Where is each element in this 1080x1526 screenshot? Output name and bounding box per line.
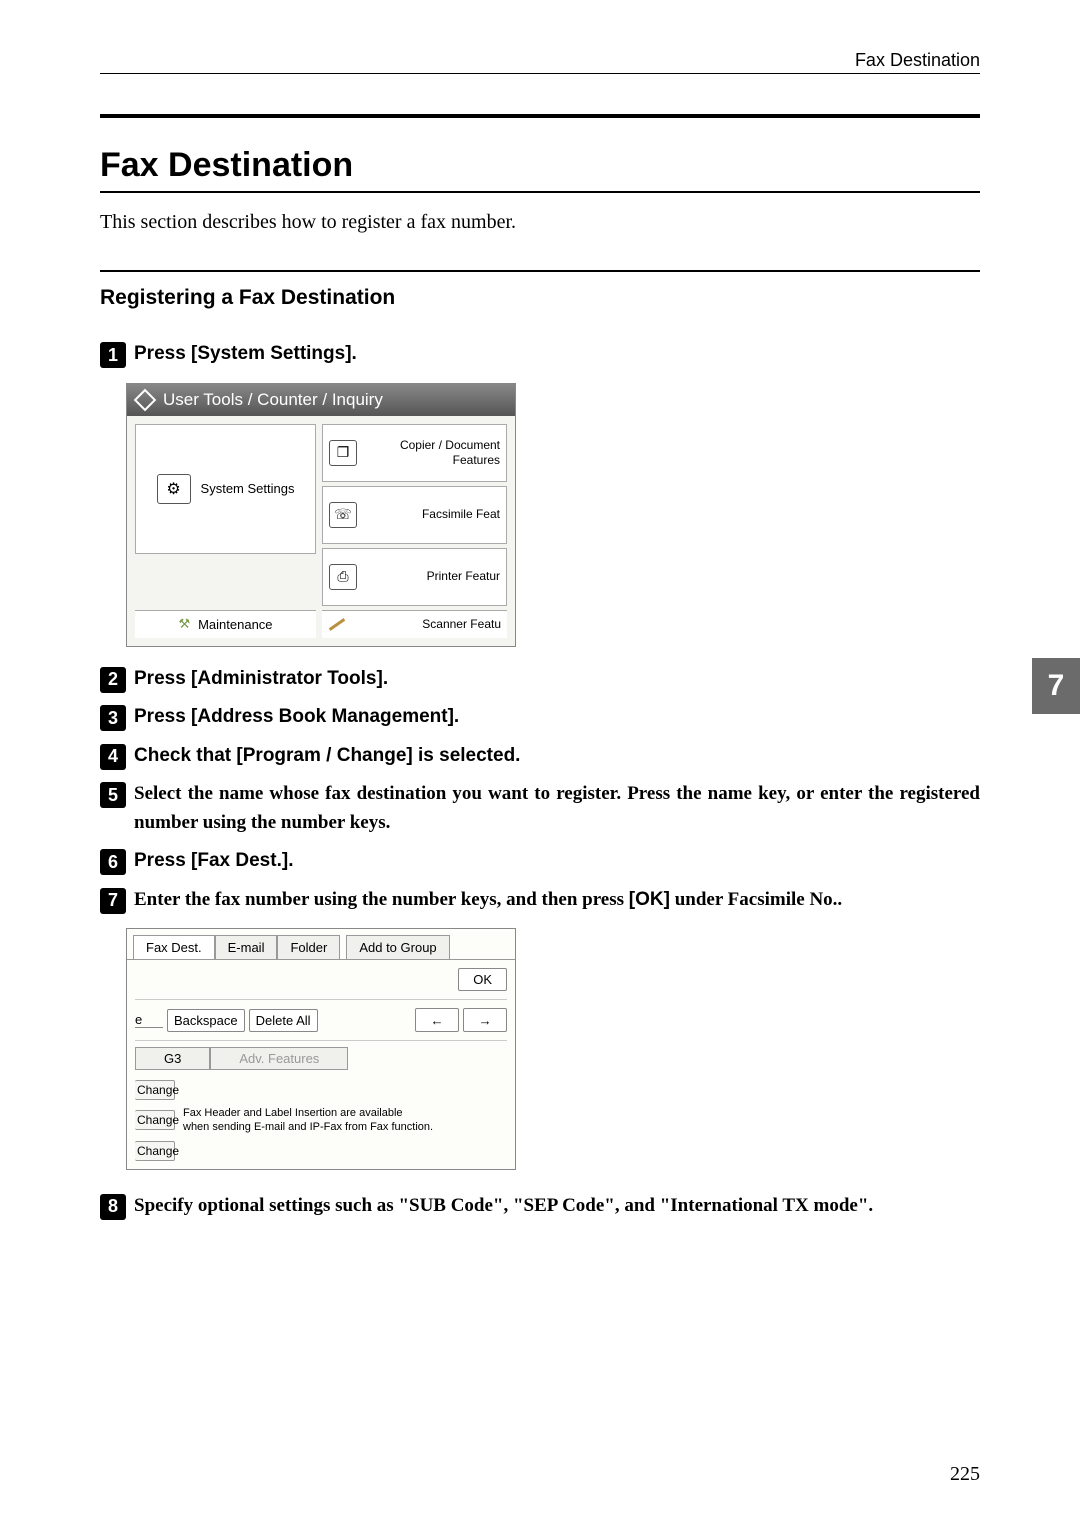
delete-all-button[interactable]: Delete All [249, 1009, 318, 1032]
step-5: 5 Select the name whose fax destination … [100, 780, 980, 837]
step-number-icon: 6 [100, 849, 126, 875]
copier-label: Copier / Document Features [357, 438, 500, 467]
screenshot-titlebar: User Tools / Counter / Inquiry [127, 384, 515, 416]
screenshot-user-tools: User Tools / Counter / Inquiry ⚙ System … [126, 383, 516, 647]
main-title: Fax Destination [100, 146, 980, 185]
title-underline [100, 191, 980, 193]
chapter-tab: 7 [1032, 658, 1080, 714]
step-bracket: [Administrator Tools] [191, 668, 383, 689]
scanner-label: Scanner Featu [346, 617, 501, 631]
step-suffix: . [352, 343, 357, 364]
step-text: Specify optional settings such as "SUB C… [134, 1192, 873, 1221]
header-right-text: Fax Destination [100, 50, 980, 71]
fax-icon: ☏ [329, 502, 357, 528]
step-prefix: Check that [134, 745, 236, 766]
facsimile-label: Facsimile Feat [357, 507, 500, 521]
gear-icon: ⚙ [157, 474, 191, 504]
ok-button[interactable]: OK [458, 968, 507, 991]
copier-icon: ❐ [329, 440, 357, 466]
maintenance-button[interactable]: ⚒ Maintenance [135, 610, 316, 638]
step-2: 2 Press [Administrator Tools]. [100, 665, 980, 694]
step-number-icon: 5 [100, 782, 126, 808]
section-rule [100, 270, 980, 272]
titlebar-text: User Tools / Counter / Inquiry [163, 390, 383, 410]
step-number-icon: 2 [100, 667, 126, 693]
tab-email[interactable]: E-mail [215, 935, 278, 959]
step-text: Press [Address Book Management]. [134, 703, 459, 732]
step-bracket: [Fax Dest.] [191, 850, 288, 871]
intro-text: This section describes how to register a… [100, 211, 980, 234]
fax-number-field[interactable]: e [135, 1012, 163, 1028]
step-text: Press [System Settings]. [134, 340, 357, 369]
step-text: Select the name whose fax destination yo… [134, 780, 980, 837]
tabs-row: Fax Dest. E-mail Folder Add to Group [127, 929, 515, 959]
step-text: Enter the fax number using the number ke… [134, 886, 842, 915]
step-bracket: [OK] [629, 889, 670, 910]
copier-features-button[interactable]: ❐ Copier / Document Features [322, 424, 507, 482]
page-number: 225 [950, 1463, 980, 1486]
screenshot-fax-dest: Fax Dest. E-mail Folder Add to Group OK … [126, 928, 516, 1170]
step-bracket: [Program / Change] [236, 745, 412, 766]
step-4: 4 Check that [Program / Change] is selec… [100, 742, 980, 771]
step-text: Press [Fax Dest.]. [134, 847, 293, 876]
step-prefix: Press [134, 343, 191, 364]
step-suffix: . [383, 668, 388, 689]
arrow-right-button[interactable]: → [463, 1008, 507, 1032]
fax-header-note: Fax Header and Label Insertion are avail… [183, 1106, 433, 1135]
step-1: 1 Press [System Settings]. [100, 340, 980, 369]
step-suffix: . [454, 706, 459, 727]
g3-segment[interactable]: G3 [135, 1047, 210, 1070]
diamond-icon [134, 388, 157, 411]
change-button-1[interactable]: Change [135, 1080, 175, 1100]
tab-fax-dest[interactable]: Fax Dest. [133, 935, 215, 959]
step-7: 7 Enter the fax number using the number … [100, 886, 980, 915]
section-heading: Registering a Fax Destination [100, 286, 980, 310]
step-text: Press [Administrator Tools]. [134, 665, 388, 694]
step-suffix: . [288, 850, 293, 871]
system-settings-label: System Settings [201, 481, 295, 496]
scanner-features-button[interactable]: Scanner Featu [322, 610, 507, 638]
step-suffix: under Facsimile No.. [670, 889, 842, 910]
change-button-2[interactable]: Change [135, 1110, 175, 1130]
step-number-icon: 7 [100, 888, 126, 914]
printer-icon: ⎙ [329, 564, 357, 590]
scanner-icon [329, 618, 345, 631]
step-prefix: Enter the fax number using the number ke… [134, 889, 629, 910]
step-bracket: [Address Book Management] [191, 706, 454, 727]
step-6: 6 Press [Fax Dest.]. [100, 847, 980, 876]
maintenance-label: Maintenance [198, 617, 272, 632]
step-prefix: Press [134, 850, 191, 871]
printer-features-button[interactable]: ⎙ Printer Featur [322, 548, 507, 606]
rule-top [100, 114, 980, 118]
tab-folder[interactable]: Folder [277, 935, 340, 959]
backspace-button[interactable]: Backspace [167, 1009, 245, 1032]
system-settings-button[interactable]: ⚙ System Settings [135, 424, 316, 554]
step-prefix: Press [134, 706, 191, 727]
printer-label: Printer Featur [357, 569, 500, 583]
tab-add-to-group[interactable]: Add to Group [346, 935, 449, 959]
step-suffix: is selected. [413, 745, 521, 766]
facsimile-features-button[interactable]: ☏ Facsimile Feat [322, 486, 507, 544]
step-8: 8 Specify optional settings such as "SUB… [100, 1192, 980, 1221]
step-number-icon: 8 [100, 1194, 126, 1220]
step-number-icon: 3 [100, 705, 126, 731]
change-button-3[interactable]: Change [135, 1141, 175, 1161]
wrench-icon: ⚒ [178, 616, 190, 632]
step-number-icon: 1 [100, 342, 126, 368]
step-3: 3 Press [Address Book Management]. [100, 703, 980, 732]
arrow-left-button[interactable]: ← [415, 1008, 459, 1032]
adv-features-segment[interactable]: Adv. Features [210, 1047, 348, 1070]
step-prefix: Press [134, 668, 191, 689]
step-bracket: [System Settings] [191, 343, 351, 364]
step-number-icon: 4 [100, 744, 126, 770]
step-text: Check that [Program / Change] is selecte… [134, 742, 520, 771]
